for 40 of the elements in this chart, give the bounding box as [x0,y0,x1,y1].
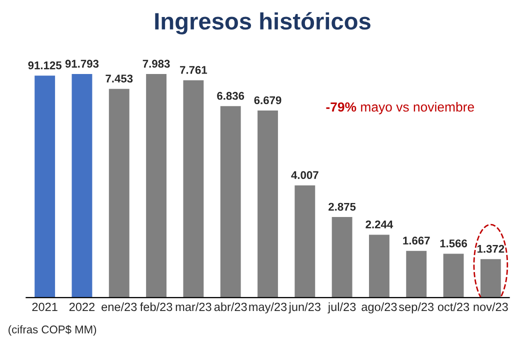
data-label: 2.244 [366,220,394,228]
x-tick-label: ago/23 [362,302,397,314]
data-label: 91.793 [65,60,99,68]
x-tick-label: may/23 [249,302,287,314]
data-label: 7.761 [180,66,208,74]
bar [480,259,501,298]
data-label: 1.667 [403,236,430,245]
bar [183,80,204,298]
chart-title: Ingresos históricos [155,12,370,34]
annotation: -79% mayo vs noviembre [326,102,474,114]
bar [220,106,241,298]
data-label: 4.007 [291,171,318,179]
data-label: 6.679 [254,96,282,104]
x-tick-label: ene/23 [102,302,137,312]
x-tick-label: jul/23 [328,302,356,314]
bar [258,110,278,298]
data-label: 7.983 [142,60,170,68]
data-label: 1.372 [477,244,504,253]
x-tick-label: feb/23 [140,302,172,312]
bar [443,254,464,298]
data-label: 6.836 [217,92,244,100]
x-tick-label: 2022 [69,302,95,312]
data-label: 7.453 [106,74,133,83]
data-label: 1.566 [440,239,468,248]
x-tick-label: nov/23 [474,302,508,312]
x-tick-label: abr/23 [214,302,247,312]
x-tick-label: sep/23 [398,302,434,314]
x-tick-label: mar/23 [176,302,212,312]
text: (cifras COP$ MM) [8,325,96,336]
x-tick-label: 2021 [32,302,58,312]
data-label: 2.875 [328,202,356,211]
bar [332,217,352,298]
bar [146,74,167,298]
bar [294,185,316,298]
x-tick-label: oct/23 [438,302,470,312]
bar [108,88,130,298]
bar [406,250,427,298]
data-label: 91.125 [28,61,62,70]
x-tick-label: jun/23 [288,302,320,314]
bar [368,234,390,298]
